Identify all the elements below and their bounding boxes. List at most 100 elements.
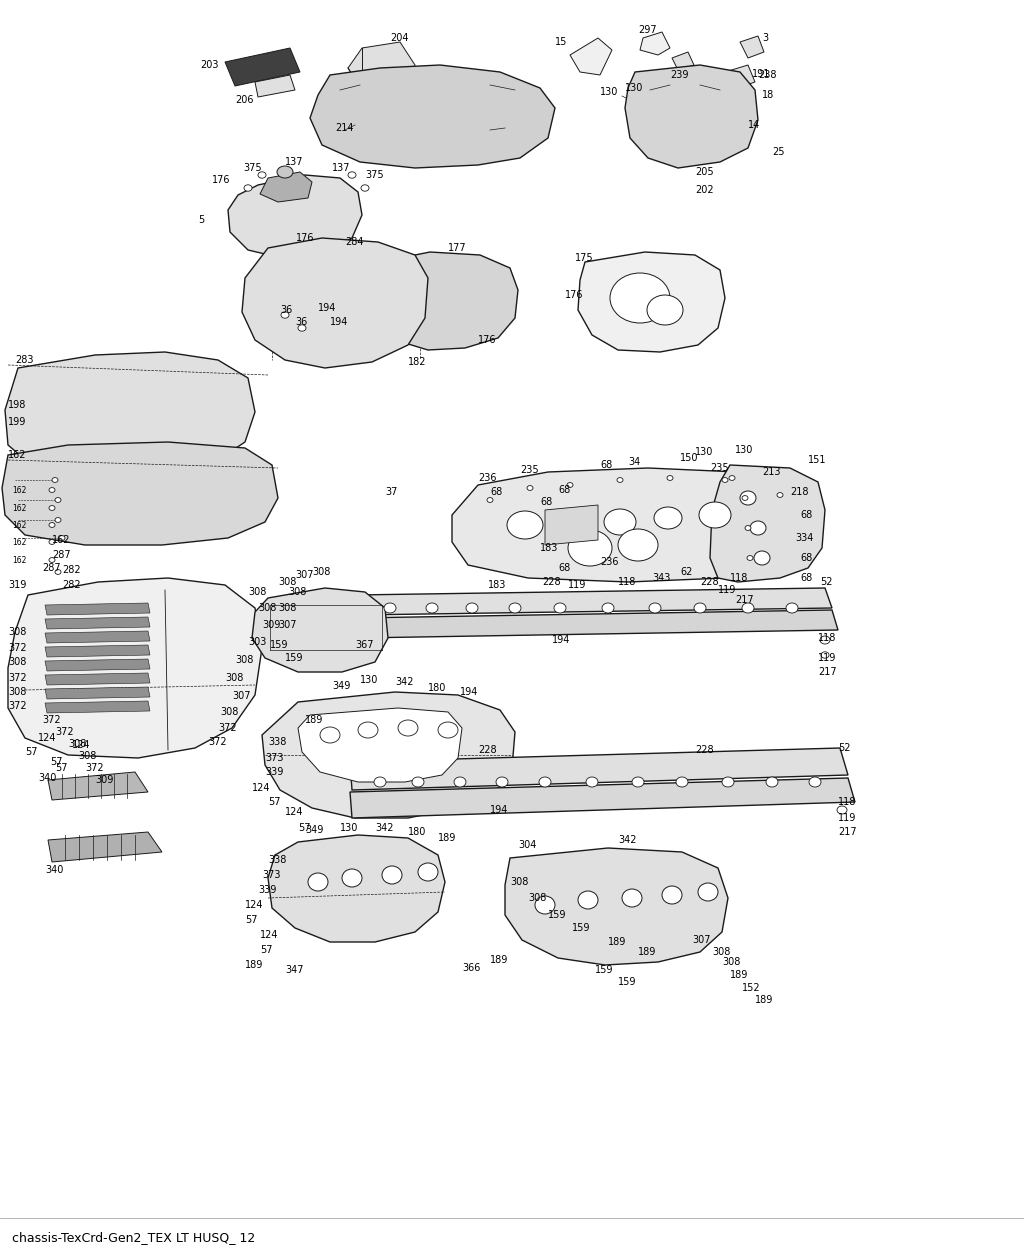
Text: 130: 130 [695,447,714,457]
Polygon shape [225,48,300,86]
Text: 339: 339 [265,767,284,777]
Text: 308: 308 [8,626,27,637]
Text: 118: 118 [730,573,749,583]
Text: 57: 57 [260,945,272,955]
Text: 308: 308 [278,603,296,613]
Text: 308: 308 [712,947,730,957]
Text: 194: 194 [318,303,336,313]
Ellipse shape [821,652,829,658]
Text: 68: 68 [558,563,570,573]
Polygon shape [350,778,855,818]
Polygon shape [452,469,798,581]
Text: 68: 68 [490,487,502,497]
Text: 338: 338 [268,737,287,747]
Text: 124: 124 [38,733,56,743]
Text: 203: 203 [200,60,218,70]
Text: 52: 52 [838,743,851,753]
Text: 15: 15 [555,38,567,48]
Ellipse shape [662,886,682,903]
Polygon shape [625,65,758,168]
Text: 372: 372 [55,727,74,737]
Text: 68: 68 [558,485,570,495]
Text: 304: 304 [518,840,537,850]
Text: 309: 309 [262,620,281,630]
Text: 176: 176 [296,233,314,243]
Ellipse shape [694,603,706,613]
Polygon shape [505,848,728,965]
Ellipse shape [374,777,386,787]
Ellipse shape [622,888,642,907]
Text: 151: 151 [808,455,826,465]
Polygon shape [252,588,388,672]
Text: 373: 373 [265,753,284,763]
Ellipse shape [820,637,830,644]
Polygon shape [45,659,150,672]
Text: 308: 308 [248,586,266,596]
Ellipse shape [746,555,753,560]
Ellipse shape [754,551,770,565]
Ellipse shape [509,603,521,613]
Polygon shape [298,708,462,782]
Text: 68: 68 [800,510,812,520]
Ellipse shape [527,486,534,490]
Text: 308: 308 [722,957,740,967]
Polygon shape [262,692,515,818]
Text: 130: 130 [600,86,618,96]
Text: 228: 228 [478,746,497,756]
Text: 228: 228 [695,746,714,756]
Text: 347: 347 [285,965,303,975]
Ellipse shape [398,720,418,736]
Text: 194: 194 [330,317,348,327]
Text: 349: 349 [332,680,350,690]
Text: 183: 183 [488,580,507,590]
Text: 308: 308 [8,687,27,697]
Text: 36: 36 [280,304,292,315]
Polygon shape [242,238,428,368]
Text: 162: 162 [52,535,71,545]
Ellipse shape [384,603,396,613]
Text: 214: 214 [335,123,353,133]
Text: 162: 162 [12,504,27,512]
Ellipse shape [382,866,402,885]
Text: 130: 130 [735,445,754,455]
Ellipse shape [298,325,306,331]
Text: 282: 282 [62,580,81,590]
Text: 176: 176 [478,335,497,345]
Ellipse shape [676,777,688,787]
Ellipse shape [558,516,586,540]
Text: 372: 372 [8,673,27,683]
Text: 372: 372 [8,643,27,653]
Text: 159: 159 [548,910,566,920]
Polygon shape [355,610,838,638]
Text: 284: 284 [345,237,364,247]
Polygon shape [255,75,295,96]
Text: 217: 217 [838,827,857,837]
Ellipse shape [244,184,252,192]
Text: 287: 287 [52,550,71,560]
Text: 130: 130 [340,823,358,833]
Text: 373: 373 [262,870,281,880]
Text: 372: 372 [42,715,60,725]
Text: 239: 239 [670,70,688,80]
Ellipse shape [49,558,55,563]
Ellipse shape [361,184,369,192]
Text: 338: 338 [268,855,287,865]
Ellipse shape [55,517,61,523]
Polygon shape [578,252,725,352]
Text: 57: 57 [25,747,38,757]
Text: 150: 150 [680,454,698,464]
Ellipse shape [539,777,551,787]
Text: 159: 159 [270,640,289,650]
Ellipse shape [604,509,636,535]
Text: 308: 308 [234,655,253,665]
Text: 342: 342 [395,677,414,687]
Text: 162: 162 [8,450,27,460]
Text: 349: 349 [305,824,324,834]
Text: 62: 62 [680,568,692,576]
Text: 309: 309 [95,776,114,784]
Ellipse shape [412,777,424,787]
Text: 124: 124 [252,783,270,793]
Text: 189: 189 [438,833,457,843]
Text: 124: 124 [260,930,279,940]
Polygon shape [45,645,150,657]
